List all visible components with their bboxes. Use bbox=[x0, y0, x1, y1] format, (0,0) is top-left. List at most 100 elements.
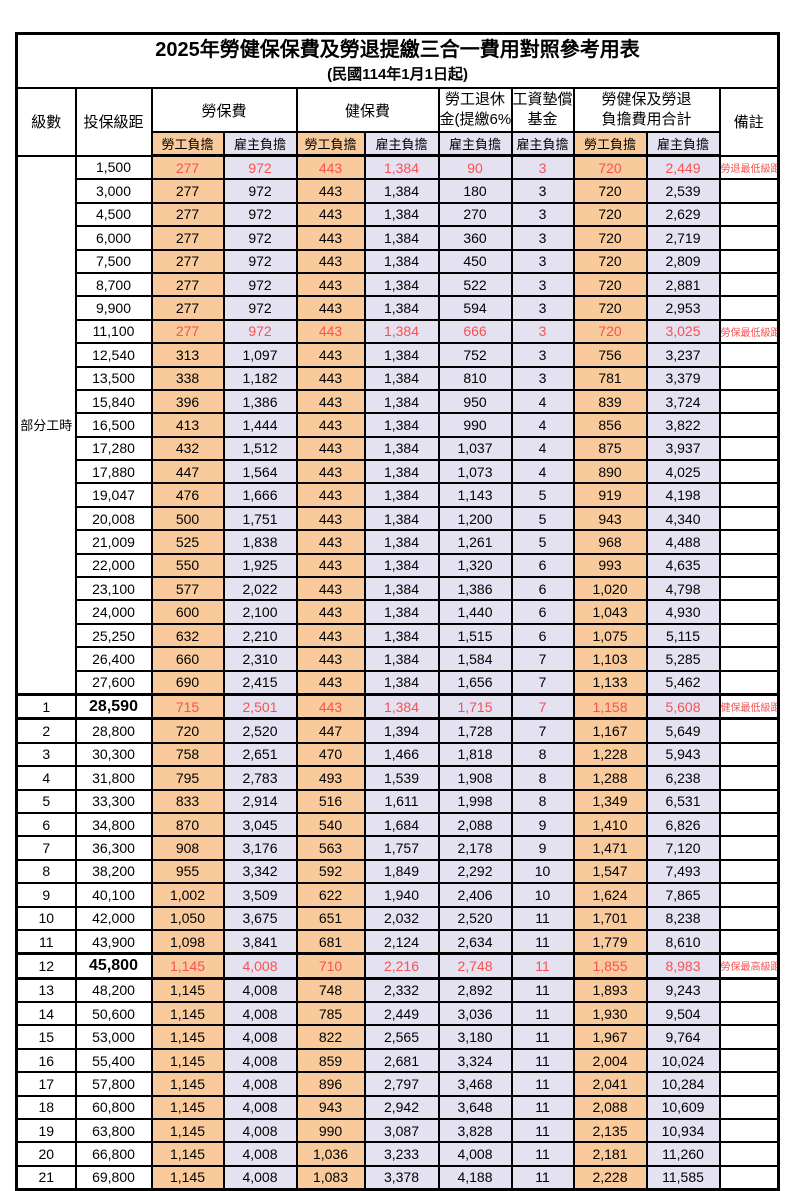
cell-level: 2 bbox=[15, 717, 77, 744]
cell-amount: 2,565 bbox=[363, 1024, 440, 1050]
cell-amount: 3,233 bbox=[363, 1141, 440, 1167]
cell-amount: 4 bbox=[510, 412, 575, 438]
table-row: 23,100 577 2,022 443 1,384 1,386 6 1,020 4,798 bbox=[17, 576, 780, 602]
cell-amount: 2,004 bbox=[572, 1047, 648, 1074]
cell-amount: 1,656 bbox=[437, 669, 513, 696]
cell-amount: 4,008 bbox=[222, 1094, 298, 1121]
cell-amount: 5,649 bbox=[645, 717, 721, 744]
cell-amount: 1,384 bbox=[363, 154, 440, 181]
cell-amount: 1,384 bbox=[363, 459, 440, 485]
cell-amount: 443 bbox=[295, 505, 366, 532]
cell-amount: 9 bbox=[510, 811, 575, 838]
cell-amount: 11 bbox=[510, 1141, 575, 1167]
cell-amount: 6 bbox=[510, 576, 575, 602]
cell-amount: 5,285 bbox=[645, 646, 721, 672]
table-row: 3 30,300 758 2,651 470 1,466 1,818 8 1,228 5,943 bbox=[15, 741, 780, 768]
cell-amount: 277 bbox=[150, 248, 225, 274]
cell-salary-bracket: 1,500 bbox=[74, 154, 153, 181]
cell-salary-bracket: 25,250 bbox=[74, 622, 153, 649]
cell-amount: 3 bbox=[510, 342, 575, 368]
cell-amount: 500 bbox=[150, 505, 225, 532]
cell-amount: 1,384 bbox=[363, 435, 440, 462]
table-row: 16,500 413 1,444 443 1,384 990 4 856 3,822 bbox=[17, 412, 780, 438]
cell-amount: 972 bbox=[222, 154, 298, 181]
cell-amount: 1,145 bbox=[150, 1024, 225, 1050]
table-row: 6 34,800 870 3,045 540 1,684 2,088 9 1,410 6,826 bbox=[15, 811, 780, 838]
cell-amount: 1,020 bbox=[572, 576, 648, 602]
cell-amount: 1,384 bbox=[363, 622, 440, 649]
cell-amount: 2,953 bbox=[645, 295, 721, 321]
cell-amount: 1,386 bbox=[437, 576, 513, 602]
cell-amount: 1,145 bbox=[150, 1164, 225, 1191]
cell-salary-bracket: 55,400 bbox=[74, 1047, 153, 1074]
cell-amount: 4 bbox=[510, 435, 575, 462]
cell-salary-bracket: 3,000 bbox=[74, 178, 153, 204]
cell-salary-bracket: 7,500 bbox=[74, 248, 153, 274]
cell-amount: 1,182 bbox=[222, 365, 298, 391]
cell-amount: 6,531 bbox=[645, 788, 721, 814]
col-header-salary-bracket: 投保級距 bbox=[74, 87, 153, 157]
cell-amount: 1,103 bbox=[572, 646, 648, 672]
table-row: 16 55,400 1,145 4,008 859 2,681 3,324 11 2,004 10… bbox=[15, 1047, 780, 1074]
cell-amount: 7,865 bbox=[645, 882, 721, 908]
cell-amount: 443 bbox=[295, 201, 366, 228]
cell-amount: 720 bbox=[572, 178, 648, 204]
cell-salary-bracket: 34,800 bbox=[74, 811, 153, 838]
cell-amount: 525 bbox=[150, 529, 225, 555]
cell-salary-bracket: 20,008 bbox=[74, 505, 153, 532]
cell-amount: 4,008 bbox=[222, 1071, 298, 1097]
table-row: 7,500 277 972 443 1,384 450 3 720 2,809 bbox=[17, 248, 780, 274]
cell-amount: 1,384 bbox=[363, 365, 440, 391]
cell-amount: 1,998 bbox=[437, 788, 513, 814]
cell-amount: 3,324 bbox=[437, 1047, 513, 1074]
cell-remark bbox=[718, 788, 780, 814]
cell-amount: 443 bbox=[295, 318, 366, 345]
cell-amount: 1,143 bbox=[437, 482, 513, 508]
cell-remark bbox=[718, 858, 780, 885]
part-time-level-cell: 部分工時 bbox=[15, 154, 77, 696]
cell-amount: 7 bbox=[510, 646, 575, 672]
cell-amount: 1,512 bbox=[222, 435, 298, 462]
cell-amount: 752 bbox=[437, 342, 513, 368]
cell-amount: 990 bbox=[295, 1117, 366, 1144]
cell-salary-bracket: 48,200 bbox=[74, 977, 153, 1004]
cell-amount: 3 bbox=[510, 178, 575, 204]
table-row: 11 43,900 1,098 3,841 681 2,124 2,634 11 1,779 8,… bbox=[15, 928, 780, 955]
cell-amount: 1,849 bbox=[363, 858, 440, 885]
cell-amount: 2,041 bbox=[572, 1071, 648, 1097]
cell-amount: 4,008 bbox=[222, 1164, 298, 1191]
cell-amount: 859 bbox=[295, 1047, 366, 1074]
cell-amount: 810 bbox=[437, 365, 513, 391]
cell-amount: 690 bbox=[150, 669, 225, 696]
cell-salary-bracket: 21,009 bbox=[74, 529, 153, 555]
cell-remark bbox=[718, 248, 780, 274]
cell-amount: 3,828 bbox=[437, 1117, 513, 1144]
cell-amount: 1,145 bbox=[150, 977, 225, 1004]
cell-amount: 11 bbox=[510, 952, 575, 980]
cell-amount: 993 bbox=[572, 552, 648, 579]
cell-amount: 6 bbox=[510, 552, 575, 579]
table-row: 13,500 338 1,182 443 1,384 810 3 781 3,379 bbox=[17, 365, 780, 391]
cell-amount: 443 bbox=[295, 248, 366, 274]
cell-amount: 660 bbox=[150, 646, 225, 672]
cell-amount: 1,386 bbox=[222, 388, 298, 415]
subheader-labor-employee: 勞工負擔 bbox=[150, 131, 225, 157]
cell-amount: 1,728 bbox=[437, 717, 513, 744]
cell-amount: 1,715 bbox=[437, 692, 513, 721]
cell-amount: 180 bbox=[437, 178, 513, 204]
cell-level: 10 bbox=[15, 905, 77, 931]
cell-salary-bracket: 66,800 bbox=[74, 1141, 153, 1167]
cell-remark bbox=[718, 669, 780, 696]
cell-amount: 4,488 bbox=[645, 529, 721, 555]
cell-amount: 1,037 bbox=[437, 435, 513, 462]
table-row: 15 53,000 1,145 4,008 822 2,565 3,180 11 1,967 9,… bbox=[15, 1024, 780, 1050]
cell-amount: 4,198 bbox=[645, 482, 721, 508]
cell-amount: 443 bbox=[295, 225, 366, 251]
cell-amount: 2,181 bbox=[572, 1141, 648, 1167]
cell-level: 11 bbox=[15, 928, 77, 955]
cell-salary-bracket: 33,300 bbox=[74, 788, 153, 814]
cell-amount: 972 bbox=[222, 271, 298, 298]
table-row: 24,000 600 2,100 443 1,384 1,440 6 1,043 4,930 bbox=[17, 599, 780, 625]
cell-amount: 4,008 bbox=[222, 1141, 298, 1167]
cell-amount: 6,826 bbox=[645, 811, 721, 838]
